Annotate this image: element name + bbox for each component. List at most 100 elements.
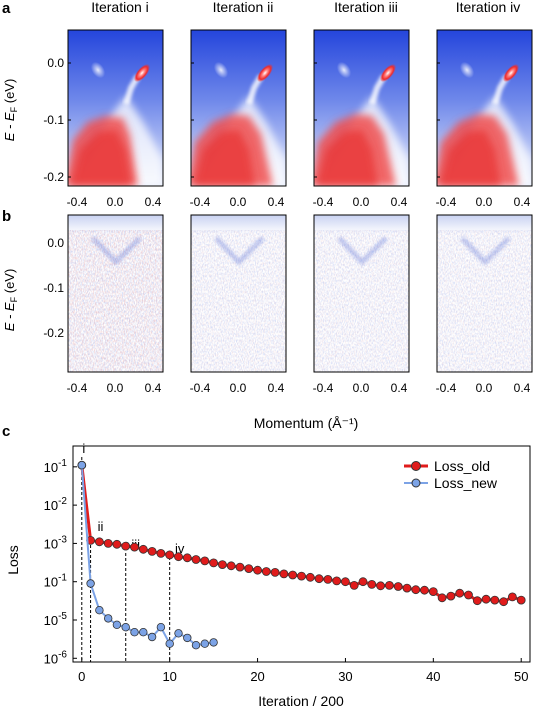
data-point-Loss_old-44 <box>464 590 473 600</box>
row-a-xtick: -0.4 <box>190 195 211 209</box>
data-point-Loss_old-8 <box>147 547 157 556</box>
data-point-Loss_new-4 <box>112 620 122 629</box>
data-point-Loss_old-4 <box>112 539 122 549</box>
loss-xtick-label: 10 <box>162 669 176 684</box>
data-point-Loss_new-9 <box>156 623 166 632</box>
loss-ytick-label: 10-5 <box>44 611 68 628</box>
row-b-xtick: 0.4 <box>145 381 162 395</box>
data-point-Loss_old-9 <box>156 549 166 558</box>
data-point-Loss_old-36 <box>393 582 403 591</box>
data-point-Loss_old-12 <box>182 553 192 563</box>
series-line-Loss_new <box>80 465 214 647</box>
row-a-xtick: 0.0 <box>476 195 493 209</box>
data-point-Loss_old-41 <box>437 593 447 603</box>
row-b-xtick: 0.4 <box>391 381 408 395</box>
loss-ylabel: Loss <box>5 545 21 575</box>
data-point-Loss_old-37 <box>402 583 412 593</box>
data-point-Loss_new-1 <box>86 579 95 588</box>
loss-yticks: 10-1 10-2 10-3 10-1 10-5 10-6 <box>44 458 77 666</box>
loss-series <box>77 460 526 650</box>
row-a-xtick: 0.4 <box>514 195 531 209</box>
loss-plot-frame <box>72 445 531 663</box>
data-point-Loss_new-10 <box>165 639 174 648</box>
data-point-Loss_old-10 <box>165 550 175 560</box>
row-b-xtick: 0.4 <box>514 381 531 395</box>
data-point-Loss_old-18 <box>235 562 245 572</box>
row-b-xtick: 0.0 <box>230 381 247 395</box>
data-point-Loss_old-25 <box>297 571 306 581</box>
data-point-Loss_old-39 <box>420 585 429 595</box>
row-b-ytick-2: -0.2 <box>43 326 64 340</box>
data-point-Loss_old-32 <box>358 577 368 587</box>
row-b-xtick: 0.0 <box>107 381 124 395</box>
data-point-Loss_old-16 <box>217 560 227 569</box>
row-a-xtick: 0.0 <box>107 195 124 209</box>
residual-panel-3 <box>313 214 410 373</box>
panel-label-a: a <box>2 0 11 17</box>
band-panel-4 <box>436 29 533 187</box>
data-point-Loss_old-13 <box>191 555 201 564</box>
annotation-label-i: i <box>82 441 85 456</box>
data-point-Loss_new-12 <box>183 633 192 643</box>
row-b-ylabel: E - EF (eV) <box>2 269 19 332</box>
data-point-Loss_old-3 <box>103 539 113 548</box>
row-b-xtick: 0.0 <box>476 381 493 395</box>
row-b-panels <box>67 214 533 373</box>
row-b-xtick: -0.4 <box>313 381 334 395</box>
data-point-Loss_new-7 <box>139 628 148 637</box>
data-point-Loss_old-22 <box>270 568 280 577</box>
loss-ytick-label: 10-6 <box>44 649 68 666</box>
data-point-Loss_old-46 <box>481 594 491 604</box>
loss-xtick-label: 20 <box>250 669 264 684</box>
data-point-Loss_old-26 <box>305 572 315 582</box>
data-point-Loss_old-28 <box>323 575 333 584</box>
row-a-ytick-2: -0.2 <box>43 170 64 184</box>
band-panel-3 <box>313 29 410 187</box>
legend-label-old: Loss_old <box>434 458 490 474</box>
data-point-Loss_old-17 <box>226 561 236 571</box>
data-point-Loss_old-29 <box>332 576 342 586</box>
residual-panel-2 <box>190 214 287 373</box>
data-point-Loss_new-0 <box>77 461 86 470</box>
data-point-Loss_old-48 <box>499 597 509 607</box>
legend-marker-old <box>411 461 421 471</box>
loss-legend: Loss_old Loss_new <box>404 458 498 491</box>
data-point-Loss_old-21 <box>261 567 271 576</box>
data-point-Loss_old-19 <box>244 564 254 573</box>
data-point-Loss_old-20 <box>253 565 263 575</box>
data-point-Loss_new-13 <box>191 641 201 650</box>
annotation-label-iv: iv <box>175 541 185 556</box>
loss-xtick-label: 40 <box>426 669 440 684</box>
data-point-Loss_old-2 <box>95 537 104 547</box>
row-b-ytick-1: -0.1 <box>43 281 64 295</box>
residual-panel-4 <box>436 214 533 373</box>
loss-xtick-label: 30 <box>338 669 352 684</box>
loss-chart: 10-110-210-310-110-510-6 0 10 20 30 40 50 iii… <box>5 441 531 709</box>
loss-xlabel: Iteration / 200 <box>258 693 344 709</box>
loss-ytick-label: 10-3 <box>44 534 68 551</box>
row-a-yticks: 0.0 -0.1 -0.2 <box>43 56 64 184</box>
iteration-title-4: Iteration iv <box>456 0 521 15</box>
row-a-xtick: 0.4 <box>145 195 162 209</box>
loss-ytick-label: 10-2 <box>44 496 68 513</box>
iteration-title-1: Iteration i <box>91 0 149 15</box>
data-point-Loss_new-3 <box>103 614 113 623</box>
legend-marker-new <box>411 478 421 488</box>
data-point-Loss_new-6 <box>130 628 139 637</box>
row-b-xtick: 0.4 <box>268 381 285 395</box>
data-point-Loss_old-24 <box>288 570 298 580</box>
data-point-Loss_old-43 <box>455 588 465 598</box>
legend-label-new: Loss_new <box>434 475 498 491</box>
data-point-Loss_old-5 <box>121 541 131 551</box>
loss-ytick-label: 10-1 <box>44 458 68 475</box>
data-point-Loss_old-7 <box>138 544 148 554</box>
data-point-Loss_old-49 <box>508 592 517 602</box>
loss-xtick-label: 50 <box>514 669 528 684</box>
row-a-xtick: -0.4 <box>436 195 457 209</box>
data-point-Loss_old-50 <box>516 595 526 605</box>
row-a-xtick: 0.0 <box>353 195 370 209</box>
data-point-Loss_old-27 <box>314 574 324 584</box>
row-b-xtick: -0.4 <box>436 381 457 395</box>
annotation-label-ii: ii <box>98 519 104 534</box>
